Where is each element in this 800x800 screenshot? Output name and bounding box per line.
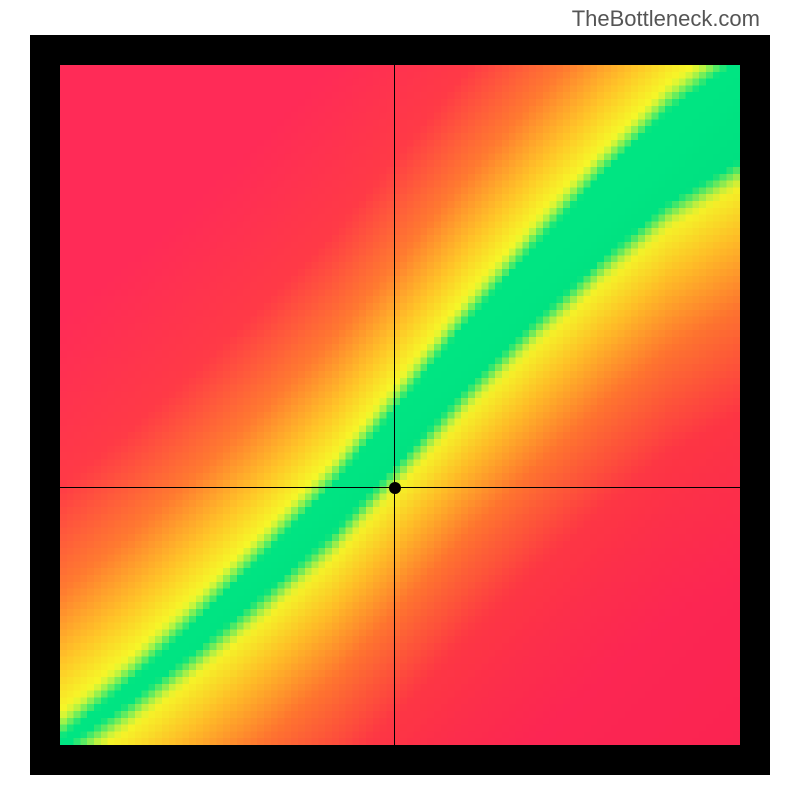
crosshair-vertical — [394, 65, 395, 745]
selection-marker — [389, 482, 401, 494]
frame-bottom — [30, 745, 770, 775]
bottleneck-heatmap — [60, 65, 740, 745]
frame-top — [30, 35, 770, 65]
attribution-text: TheBottleneck.com — [572, 6, 760, 32]
chart-container: TheBottleneck.com — [0, 0, 800, 800]
frame-right — [740, 35, 770, 775]
frame-left — [30, 35, 60, 775]
